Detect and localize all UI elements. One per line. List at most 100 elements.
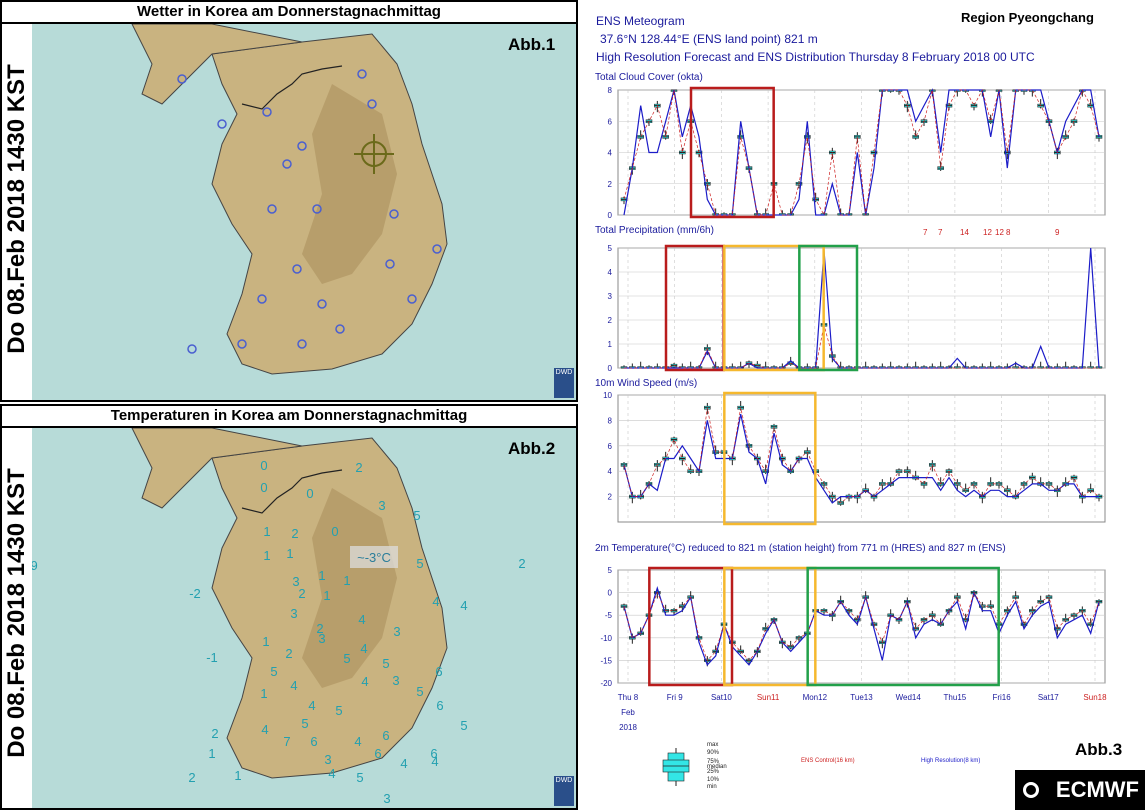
mountain-shading xyxy=(302,488,397,688)
y-tick-label: 4 xyxy=(608,467,613,476)
y-tick-label: 4 xyxy=(608,149,613,158)
y-tick-label: -5 xyxy=(605,611,613,620)
temperature-map-panel: Temperaturen in Korea am Donnerstagnachm… xyxy=(0,404,578,810)
legend-hres: High Resolution(8 km) xyxy=(921,758,980,764)
date-tick-label: Wed14 xyxy=(896,693,922,702)
temperature-value: 1 xyxy=(260,686,267,701)
date-tick-label: Mon12 xyxy=(803,693,828,702)
ens-control-line xyxy=(623,89,1100,217)
meteogram-chart-1: Total Cloud Cover (okta) 0 2 4 6 8 xyxy=(595,72,1106,220)
meteogram-panel: ENS Meteogram 37.6°N 128.44°E (ENS land … xyxy=(583,0,1145,810)
weather-map-title: Wetter in Korea am Donnerstagnachmittag xyxy=(2,2,576,24)
overflow-label: 7 xyxy=(938,228,943,237)
ens-control-line xyxy=(623,407,1100,504)
overflow-label: 14 xyxy=(960,228,969,237)
temperature-value: 0 xyxy=(260,480,267,495)
highlight-box xyxy=(648,566,734,687)
temperature-value: 4 xyxy=(431,754,438,769)
ecmwf-logo-text: ECMWF xyxy=(1055,777,1139,802)
legend-p25: 25% xyxy=(707,769,720,775)
y-tick-label: 8 xyxy=(608,86,613,95)
temperature-value: 4 xyxy=(358,612,365,627)
temperature-value: 4 xyxy=(432,594,439,609)
meteogram-title: ENS Meteogram xyxy=(596,14,685,28)
temperature-value: 0 xyxy=(331,524,338,539)
temperature-value: 5 xyxy=(301,716,308,731)
y-tick-label: 5 xyxy=(608,244,613,253)
temperature-value: 3 xyxy=(393,624,400,639)
y-tick-label: -15 xyxy=(600,656,612,665)
month-label: Feb xyxy=(621,708,635,717)
temperature-value: 1 xyxy=(323,588,330,603)
temperature-value: 4 xyxy=(328,766,335,781)
y-tick-label: 1 xyxy=(608,340,613,349)
date-tick-label: Thu 8 xyxy=(618,693,639,702)
temperature-value: 3 xyxy=(324,752,331,767)
y-tick-label: 0 xyxy=(608,589,613,598)
dwd-logo: DWD xyxy=(554,776,574,806)
figure-label-2: Abb.2 xyxy=(508,439,556,458)
year-label: 2018 xyxy=(619,723,637,732)
temperature-value: 4 xyxy=(308,698,315,713)
temperature-value: 1 xyxy=(234,768,241,783)
temperature-value: 4 xyxy=(360,641,367,656)
temperature-value: 1 xyxy=(318,568,325,583)
temperature-value: 5 xyxy=(343,651,350,666)
temperature-value: 4 xyxy=(400,756,407,771)
temperature-value: 5 xyxy=(413,508,420,523)
highlight-box xyxy=(798,244,859,372)
legend-p75: 75% xyxy=(707,759,720,765)
legend-min: min xyxy=(707,784,717,790)
temperature-value: 5 xyxy=(382,656,389,671)
side-strip: Do 08.Feb 2018 1430 KST xyxy=(2,428,32,808)
temperature-value: 2 xyxy=(298,586,305,601)
overflow-label: 12 xyxy=(995,228,1004,237)
highlight-box xyxy=(723,244,825,372)
y-tick-label: 10 xyxy=(603,391,612,400)
temperature-value: 2 xyxy=(291,526,298,541)
y-tick-label: 3 xyxy=(608,292,613,301)
temperature-value: 5 xyxy=(416,556,423,571)
temperature-value: 5 xyxy=(356,770,363,785)
date-tick-label: Thu15 xyxy=(944,693,967,702)
date-tick-label: Fri 9 xyxy=(667,693,684,702)
date-axis: Thu 8 Fri 9 Sat10 Sun11 Mon12 Tue13 Wed14 Thu15… xyxy=(618,693,1107,732)
figure-label-1: Abb.1 xyxy=(508,35,556,54)
temperature-value: 1 xyxy=(263,548,270,563)
temperature-value: 1 xyxy=(208,746,215,761)
weather-map-panel: Wetter in Korea am Donnerstagnachmittag … xyxy=(0,0,578,402)
date-tick-label: Sat10 xyxy=(711,693,732,702)
date-tick-label: Sun18 xyxy=(1083,693,1107,702)
temperature-value: 2 xyxy=(355,460,362,475)
temperature-value: 4 xyxy=(290,678,297,693)
temperature-value: 2 xyxy=(211,726,218,741)
temperature-value: 4 xyxy=(261,722,268,737)
temperature-value: 2 xyxy=(518,556,525,571)
temperature-value: 3 xyxy=(383,791,390,806)
y-tick-label: 8 xyxy=(608,416,613,425)
highlight-box xyxy=(350,546,398,568)
temperature-value: 1 xyxy=(263,524,270,539)
temperature-value: 6 xyxy=(435,664,442,679)
temperature-value: 1 xyxy=(343,573,350,588)
meteogram-chart-3: 10m Wind Speed (m/s) 2 4 6 8 10 xyxy=(595,378,1106,526)
y-tick-label: 2 xyxy=(608,316,613,325)
date-tick-label: Tue13 xyxy=(850,693,873,702)
legend-ens-control: ENS Control(16 km) xyxy=(801,758,855,764)
station-circles xyxy=(177,69,442,354)
y-tick-label: 2 xyxy=(608,493,613,502)
temperature-value: 5 xyxy=(270,664,277,679)
temperature-value: 6 xyxy=(430,746,437,761)
y-tick-label: 6 xyxy=(608,117,613,126)
temperature-value: 3 xyxy=(318,631,325,646)
highlight-box xyxy=(689,86,775,219)
north-korea-landmass xyxy=(131,24,303,105)
legend: max 90% 75% median 25% 10% min ENS Contr… xyxy=(662,742,980,790)
y-tick-label: 5 xyxy=(608,566,613,575)
highlight-label: ~-3°C xyxy=(357,550,391,565)
temperature-value: 6 xyxy=(382,728,389,743)
temperature-value: 3 xyxy=(378,498,385,513)
temperature-value: 5 xyxy=(416,684,423,699)
